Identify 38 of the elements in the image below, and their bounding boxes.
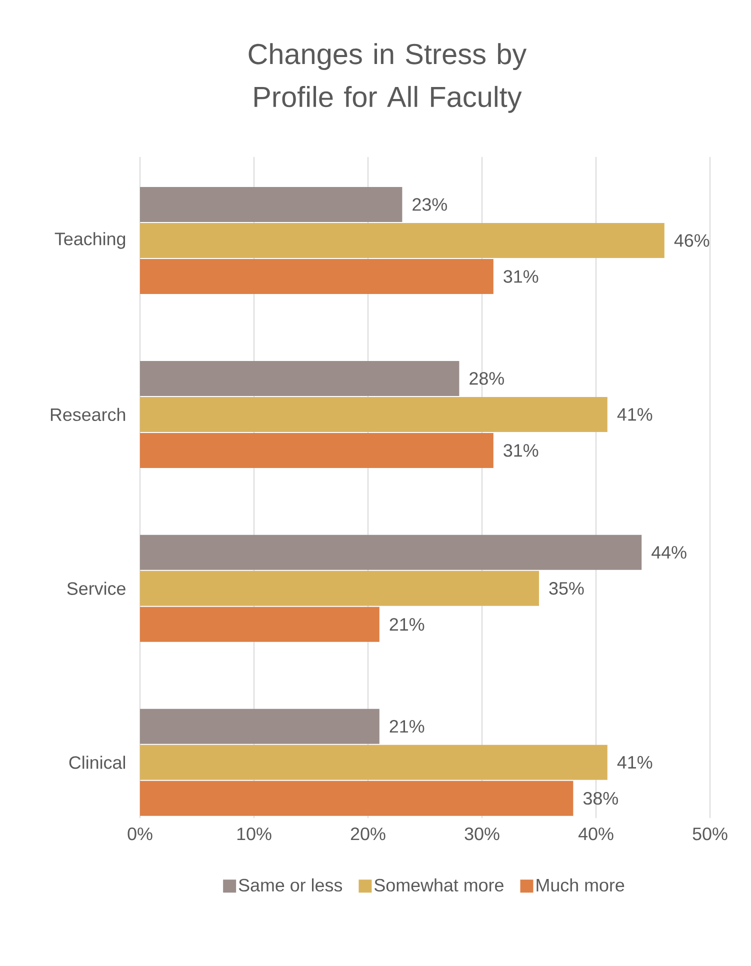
- bar: [140, 186, 402, 222]
- y-tick-label: Research: [50, 408, 126, 422]
- data-label: 21%: [390, 618, 424, 631]
- y-tick-label: Teaching: [54, 232, 126, 249]
- data-label: 31%: [504, 444, 538, 457]
- bar: [140, 570, 540, 606]
- x-tick-label: 10%: [237, 828, 272, 840]
- bar: [140, 360, 460, 396]
- data-label: 23%: [412, 198, 447, 211]
- data-label: 38%: [583, 792, 618, 805]
- x-tick-label: 20%: [350, 828, 386, 840]
- data-label: 44%: [652, 546, 686, 559]
- bar: [140, 606, 380, 642]
- legend-label: Same or less: [238, 878, 342, 892]
- data-label: 28%: [470, 372, 504, 385]
- bar: [140, 396, 608, 432]
- x-tick-label: 40%: [578, 828, 614, 840]
- x-tick-label: 50%: [692, 828, 728, 840]
- chart-title: Changes in Stress by Profile for All Faculty: [248, 43, 527, 113]
- data-label: 41%: [617, 408, 652, 421]
- x-tick-label: 0%: [128, 828, 152, 840]
- legend-label: Somewhat more: [374, 878, 504, 892]
- x-tick-label: 30%: [464, 828, 500, 840]
- legend-label: Much more: [536, 878, 624, 892]
- bar: [140, 744, 608, 780]
- y-tick-label: Service: [67, 582, 126, 595]
- bar: [140, 432, 494, 468]
- data-label: 41%: [617, 756, 652, 769]
- data-label: 46%: [674, 234, 710, 247]
- bar: [140, 708, 380, 744]
- bar: [140, 534, 642, 570]
- data-label: 31%: [504, 270, 538, 283]
- y-tick-label: Clinical: [69, 756, 126, 769]
- data-label: 21%: [390, 720, 424, 733]
- bar: [140, 780, 574, 816]
- bar: [140, 222, 664, 258]
- data-label: 35%: [549, 582, 584, 595]
- bar: [140, 258, 494, 294]
